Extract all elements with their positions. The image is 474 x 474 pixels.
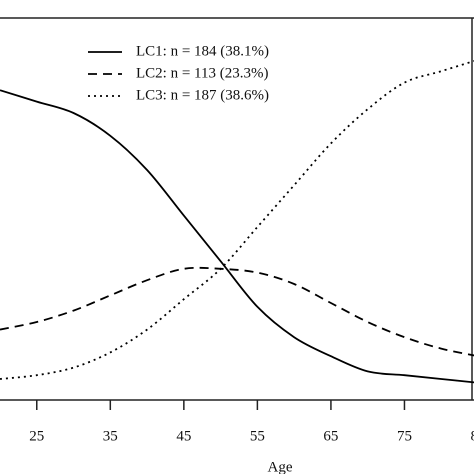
x-axis-label: Age (268, 459, 293, 474)
series-line (0, 89, 474, 384)
x-tick-label: 35 (103, 428, 118, 444)
x-tick-label: 85 (471, 428, 474, 444)
x-tick-label: 25 (29, 428, 44, 444)
legend-label: LC1: n = 184 (38.1%) (136, 43, 269, 59)
series-line (0, 60, 474, 380)
x-tick-label: 65 (323, 428, 338, 444)
x-tick-label: 55 (250, 428, 265, 444)
x-tick-label: 45 (176, 428, 191, 444)
x-tick-label: 75 (397, 428, 412, 444)
series-line (0, 266, 474, 357)
legend-label: LC2: n = 113 (23.3%) (136, 65, 268, 81)
legend-label: LC3: n = 187 (38.6%) (136, 87, 269, 103)
